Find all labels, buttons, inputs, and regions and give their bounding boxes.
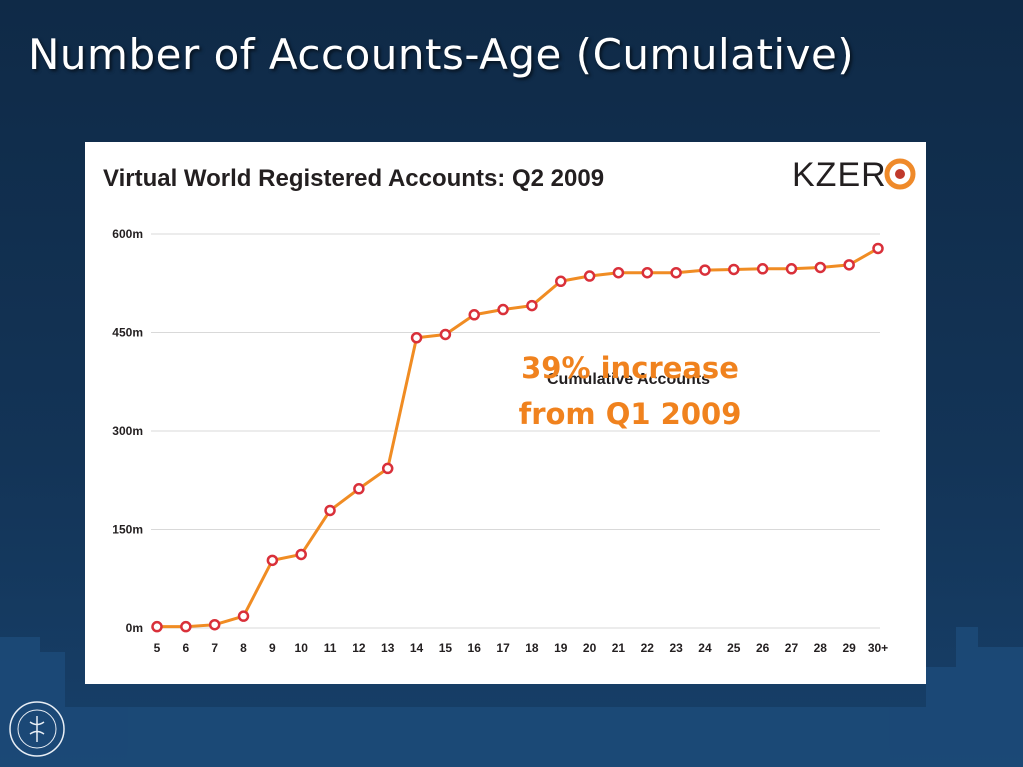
data-point <box>670 266 682 279</box>
logo-text: KZER <box>792 156 887 194</box>
x-tick-label: 13 <box>381 641 395 655</box>
note-line-1: 39% increase <box>521 351 739 385</box>
x-tick-label: 15 <box>439 641 453 655</box>
data-point <box>756 263 769 275</box>
data-point <box>324 504 336 517</box>
series-line <box>157 247 879 629</box>
x-tick-label: 17 <box>496 641 510 655</box>
x-tick-label: 29 <box>842 641 856 655</box>
y-tick-label: 300m <box>112 424 143 438</box>
x-tick-label: 16 <box>468 641 482 655</box>
y-axis-ticks: 0m 150m 300m 450m 600m <box>112 227 143 635</box>
data-point <box>814 261 827 274</box>
slide-title: Number of Accounts-Age (Cumulative) <box>28 30 855 79</box>
data-point <box>583 270 596 282</box>
x-axis-ticks: 5 6 7 8 9 10 11 12 13 14 15 16 17 18 19 20 21 22 23 24 25 26 2… <box>154 641 889 655</box>
data-point <box>872 242 884 255</box>
data-point <box>843 259 855 271</box>
x-tick-label: 7 <box>211 641 218 655</box>
y-tick-label: 0m <box>126 621 143 635</box>
x-tick-label: 19 <box>554 641 568 655</box>
data-point <box>237 610 250 622</box>
x-tick-label: 27 <box>785 641 799 655</box>
data-points <box>151 242 884 633</box>
data-point <box>353 483 365 495</box>
data-point <box>180 620 192 633</box>
series-label: Cumulative Accounts <box>547 371 710 388</box>
kzero-logo: KZER <box>792 156 916 194</box>
x-tick-label: 20 <box>583 641 597 655</box>
y-tick-label: 450m <box>112 326 143 340</box>
data-point <box>266 554 279 567</box>
x-tick-label: 12 <box>352 641 366 655</box>
x-tick-label: 9 <box>269 641 276 655</box>
data-point <box>497 303 509 316</box>
x-tick-label: 28 <box>814 641 828 655</box>
data-point <box>295 548 307 561</box>
x-tick-label: 24 <box>698 641 712 655</box>
line-chart: Virtual World Registered Accounts: Q2 20… <box>103 156 916 655</box>
school-seal-logo <box>9 701 65 757</box>
data-point <box>555 275 567 288</box>
data-point <box>699 264 711 276</box>
x-tick-label: 5 <box>154 641 161 655</box>
x-tick-label: 26 <box>756 641 770 655</box>
chart-title: Virtual World Registered Accounts: Q2 20… <box>103 165 604 192</box>
chart-card: Virtual World Registered Accounts: Q2 20… <box>85 142 926 684</box>
data-point <box>468 309 480 321</box>
gridlines <box>151 233 880 629</box>
city-skyline-decoration <box>0 627 1023 767</box>
data-point <box>526 299 538 312</box>
logo-dot-icon <box>895 169 905 179</box>
note-line-2: from Q1 2009 <box>518 397 742 431</box>
x-tick-label: 6 <box>182 641 189 655</box>
data-point <box>151 620 163 633</box>
x-tick-label: 10 <box>295 641 309 655</box>
x-tick-label: 11 <box>324 641 337 655</box>
x-tick-label: 25 <box>727 641 741 655</box>
data-point <box>208 618 221 631</box>
x-tick-label: 8 <box>240 641 247 655</box>
x-tick-label: 14 <box>410 641 424 655</box>
data-point <box>641 266 654 279</box>
data-point <box>410 332 423 344</box>
data-point <box>785 263 798 275</box>
y-tick-label: 600m <box>112 227 143 241</box>
x-tick-label: 22 <box>641 641 655 655</box>
increase-note: 39% increase from Q1 2009 <box>495 345 765 437</box>
y-tick-label: 150m <box>112 523 143 537</box>
data-point <box>728 263 740 276</box>
data-point <box>612 266 625 279</box>
data-point <box>439 328 452 341</box>
x-tick-label: 30+ <box>868 641 888 655</box>
data-point <box>381 462 394 475</box>
x-tick-label: 18 <box>525 641 539 655</box>
x-tick-label: 23 <box>669 641 683 655</box>
x-tick-label: 21 <box>612 641 626 655</box>
